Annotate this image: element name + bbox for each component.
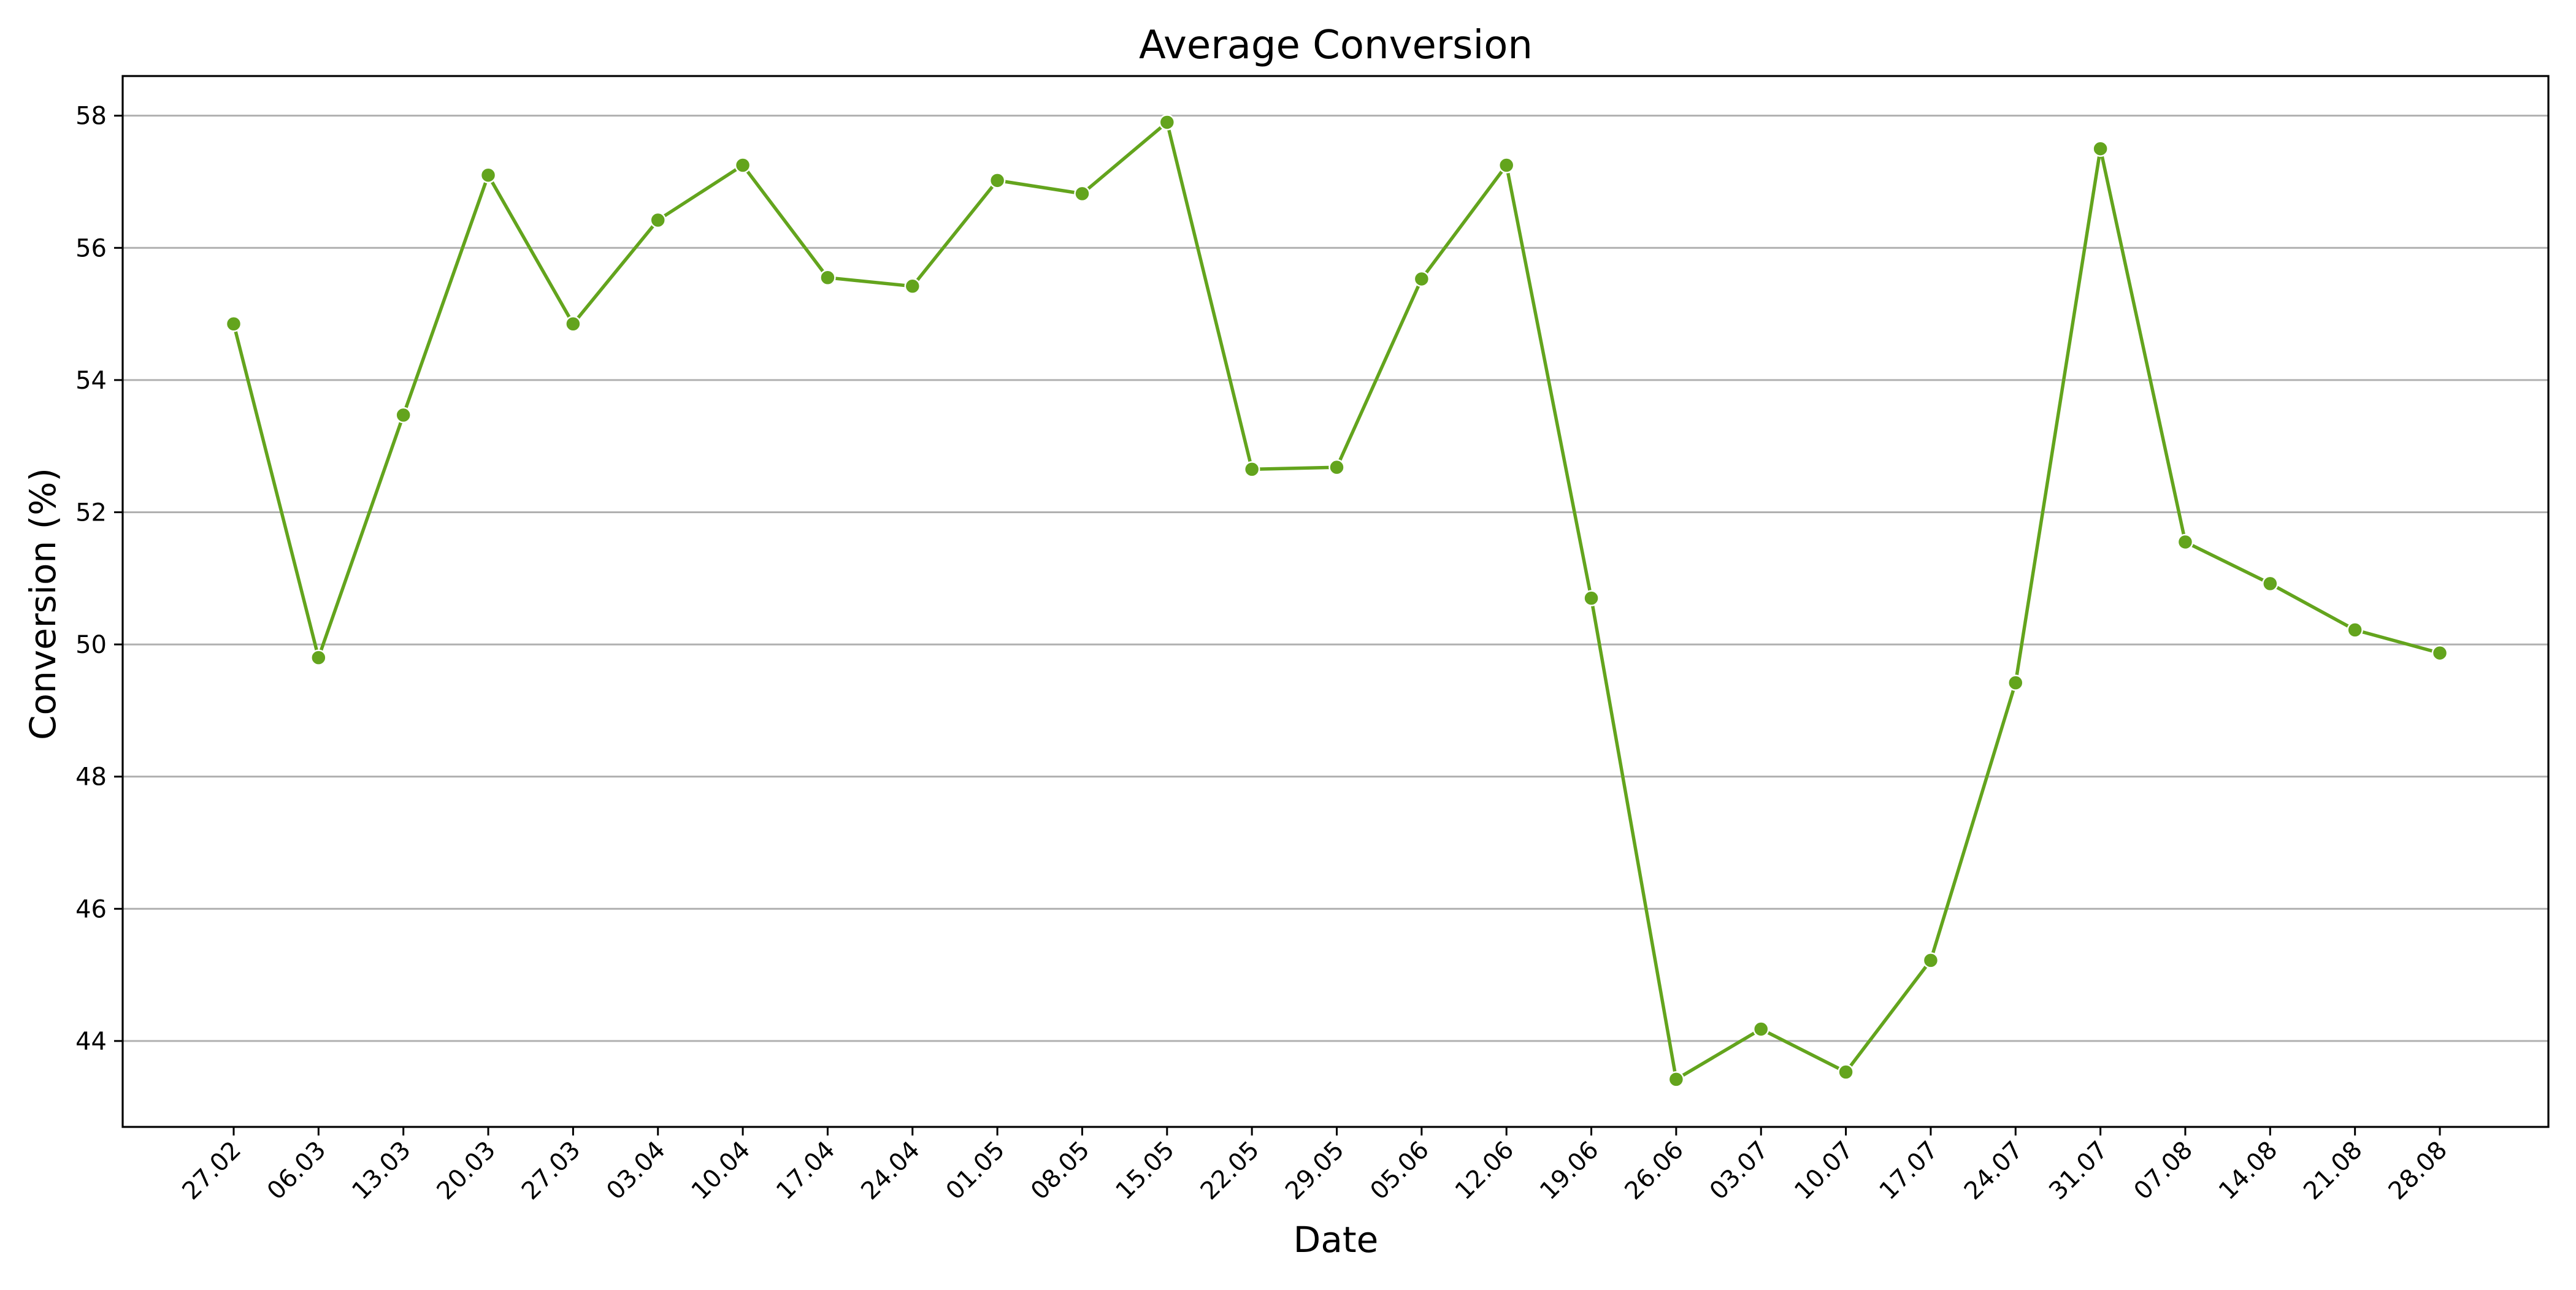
x-tick-label: 07.08 [2129, 1136, 2199, 1206]
data-point [2092, 140, 2109, 157]
x-tick-label: 03.07 [1704, 1136, 1774, 1206]
y-axis-label: Conversion (%) [22, 468, 64, 740]
x-tick-label: 08.05 [1025, 1136, 1095, 1206]
x-tick-label: 17.04 [771, 1136, 841, 1206]
data-point [819, 269, 836, 286]
data-point [1243, 461, 1260, 478]
x-axis-ticks: 27.02 06.03 13.03 20.03 27.03 03.04 10.04 17.04… [177, 1127, 2453, 1205]
x-tick-label: 31.07 [2044, 1136, 2114, 1206]
data-point [1922, 952, 1939, 969]
x-tick-label: 05.06 [1365, 1136, 1435, 1206]
x-tick-label: 06.03 [262, 1136, 332, 1206]
series-line [232, 120, 2442, 1082]
x-tick-label: 13.03 [347, 1136, 416, 1206]
x-tick-label: 27.03 [516, 1136, 586, 1206]
y-tick-label: 48 [75, 763, 107, 792]
x-tick-label: 17.07 [1874, 1136, 1944, 1206]
y-axis-ticks: 44 46 48 50 52 54 56 58 [75, 102, 123, 1056]
grid-layer [123, 115, 2548, 1042]
data-point [2177, 533, 2194, 551]
data-point [480, 167, 497, 183]
data-point [1668, 1071, 1685, 1088]
y-tick-label: 54 [75, 367, 107, 395]
data-point [2347, 622, 2363, 638]
x-tick-label: 03.04 [601, 1136, 671, 1206]
data-point [904, 278, 921, 295]
data-point [1074, 185, 1091, 202]
data-point [989, 172, 1006, 189]
y-tick-label: 52 [75, 498, 107, 527]
x-tick-label: 22.05 [1195, 1136, 1265, 1206]
data-point [734, 157, 751, 174]
data-point [650, 212, 666, 229]
x-tick-label: 24.07 [1959, 1136, 2029, 1206]
y-tick-label: 46 [75, 895, 107, 923]
y-tick-label: 56 [75, 234, 107, 262]
x-tick-label: 24.04 [856, 1136, 926, 1206]
data-point [2431, 644, 2448, 662]
x-tick-label: 20.03 [432, 1136, 502, 1206]
data-point [565, 315, 581, 332]
x-tick-label: 01.05 [941, 1136, 1011, 1206]
data-point [1838, 1064, 1854, 1080]
data-point [1583, 590, 1600, 606]
x-tick-label: 28.08 [2383, 1136, 2453, 1206]
series-layer [225, 114, 2448, 1088]
x-tick-label: 10.04 [686, 1136, 756, 1206]
data-point [1498, 157, 1515, 174]
data-point [2007, 674, 2024, 691]
x-tick-label: 27.02 [177, 1136, 247, 1206]
data-point [310, 649, 327, 666]
plot-area-frame [121, 75, 2550, 1128]
x-tick-label: 15.05 [1110, 1136, 1180, 1206]
data-point [1413, 270, 1430, 288]
data-point [1159, 114, 1176, 131]
y-tick-label: 44 [75, 1028, 107, 1056]
x-tick-label: 21.08 [2298, 1136, 2368, 1206]
y-tick-label: 58 [75, 102, 107, 131]
data-point [2262, 575, 2279, 592]
data-point [1752, 1021, 1769, 1037]
x-tick-label: 12.06 [1450, 1136, 1520, 1206]
data-point [395, 406, 412, 424]
data-point [1328, 459, 1345, 476]
y-tick-label: 50 [75, 631, 107, 659]
x-tick-label: 29.05 [1280, 1136, 1350, 1206]
x-tick-label: 14.08 [2214, 1136, 2283, 1206]
x-tick-label: 19.06 [1535, 1136, 1604, 1206]
x-tick-label: 26.06 [1619, 1136, 1689, 1206]
x-tick-label: 10.07 [1789, 1136, 1859, 1206]
chart-title: Average Conversion [1139, 23, 1533, 68]
data-point [225, 315, 242, 332]
x-axis-label: Date [1294, 1219, 1379, 1261]
